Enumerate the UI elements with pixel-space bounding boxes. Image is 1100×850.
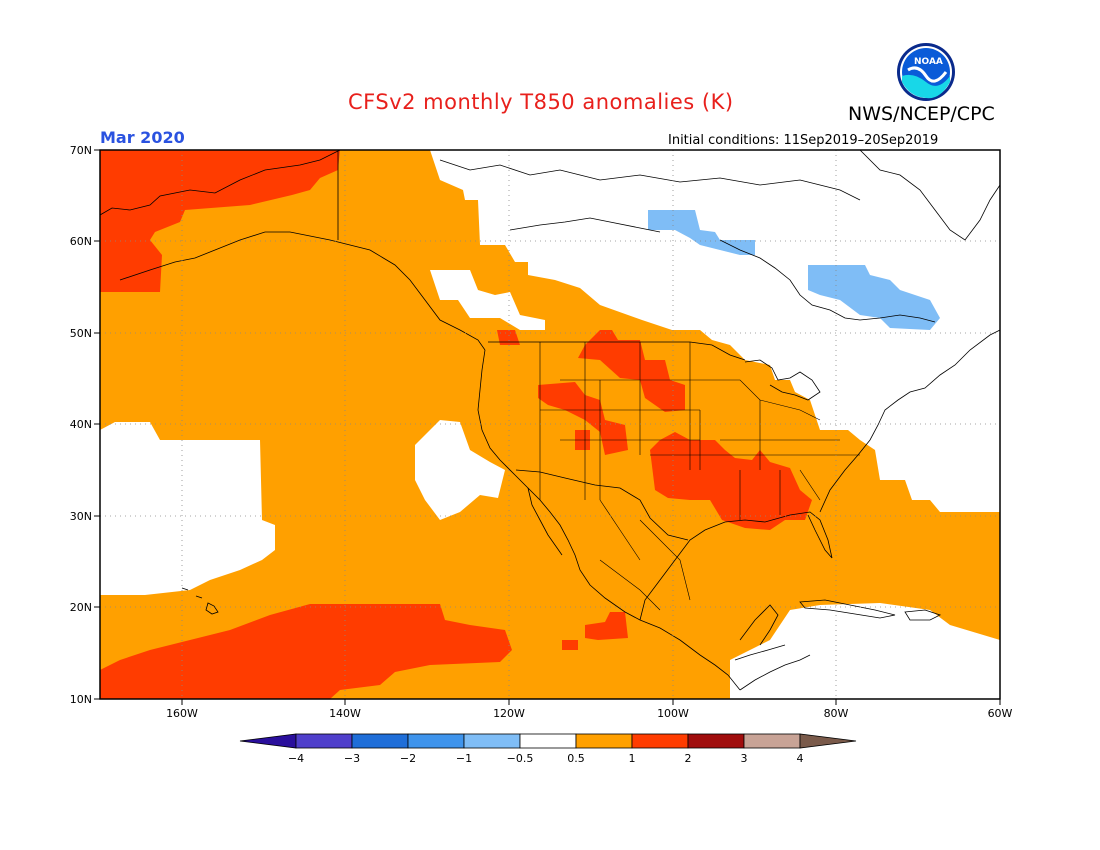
lat-label: 30N [70,510,92,523]
anomaly-shading [100,150,1000,699]
coastline-alaska-south [119,231,486,351]
colorbar-label: 4 [797,752,804,765]
coastline-great-lakes [744,359,821,401]
neutral-region-pacific [100,422,275,595]
coastline-gulf [639,511,833,621]
agency-label: NWS/NCEP/CPC [848,103,995,125]
lon-label: 60W [988,707,1013,720]
warm-region-siberia-alaska [100,150,340,292]
logo-text: NOAA [914,57,943,67]
warm-region-northern-plains [578,330,685,412]
coastline-hawaii [181,587,219,615]
neutral-region-caribbean [730,603,1000,699]
colorbar-label: −1 [456,752,472,765]
colorbar-swatch [519,733,577,749]
coastline-west-us [477,349,741,691]
border-mexico-states [599,499,691,611]
tick-marks [94,149,1001,705]
colorbar-labels: −4 −3 −2 −1 −0.5 0.5 1 2 3 4 [288,752,804,765]
weak-cold-region-hudson [808,265,940,330]
political-borders [337,150,860,611]
lat-label: 10N [70,693,92,706]
coastline-baja [527,487,563,556]
lat-label: 50N [70,327,92,340]
colorbar-label: 2 [685,752,692,765]
colorbar-label: −4 [288,752,304,765]
colorbar-swatches [239,733,857,749]
warm-region-mexico-pacific [585,612,628,640]
coastline-alaska [100,150,341,216]
coastline-greenland [859,150,1000,241]
graticule [100,150,1000,699]
initial-conditions: Initial conditions: 11Sep2019–20Sep2019 [668,133,939,148]
neutral-region-canada-gap [430,270,545,330]
lon-labels: 160W 140W 120W 100W 80W 60W [166,707,1012,720]
lon-label: 160W [166,707,198,720]
coastline-east-us [819,329,1000,513]
coastlines [100,150,1000,691]
warm-region-mexico-small [562,640,578,650]
colorbar-swatch [743,733,801,749]
coastline-yucatan [739,604,779,646]
lat-label: 60N [70,235,92,248]
colorbar-swatch [295,733,353,749]
lon-label: 120W [493,707,525,720]
border-us-states [539,342,860,520]
colorbar-label: 0.5 [567,752,585,765]
lon-label: 140W [329,707,361,720]
colorbar-swatch [351,733,409,749]
lat-label: 20N [70,601,92,614]
coastline-arctic-islands [439,159,861,201]
lon-label: 100W [657,707,689,720]
colorbar-label: 1 [629,752,636,765]
colorbar-swatch [575,733,633,749]
lat-label: 40N [70,418,92,431]
lat-label: 70N [70,144,92,157]
coastline-arctic [509,217,661,233]
colorbar-label: −0.5 [507,752,534,765]
warm-region-tropical-pacific [100,604,512,699]
lon-label: 80W [824,707,849,720]
warm-region-bc-small [497,330,520,345]
colorbar: −4 −3 −2 −1 −0.5 0.5 1 2 3 4 [239,733,857,765]
neutral-region-east [430,150,1000,512]
warm-region-rockies [538,382,628,455]
colorbar-label: −3 [344,752,360,765]
colorbar-swatch [799,733,857,749]
forecast-period: Mar 2020 [100,128,185,147]
coastline-central-america [734,644,811,691]
coastline-hudson-bay [719,239,936,323]
border-us-mexico [515,469,689,541]
colorbar-swatch [687,733,745,749]
noaa-logo: NOAA [897,43,955,101]
colorbar-label: −2 [400,752,416,765]
colorbar-swatch [631,733,689,749]
colorbar-swatch [239,733,297,749]
colorbar-swatch [407,733,465,749]
coastline-hispaniola [904,609,942,621]
neutral-region-california-offshore [415,420,505,520]
coastline-cuba [799,599,896,619]
colorbar-swatch [463,733,521,749]
border-us-canada [488,341,746,361]
lat-labels: 70N 60N 50N 40N 30N 20N 10N [70,144,92,706]
colorbar-label: 3 [741,752,748,765]
map-title: CFSv2 monthly T850 anomalies (K) [348,90,734,114]
warm-region-south-central [650,432,812,530]
